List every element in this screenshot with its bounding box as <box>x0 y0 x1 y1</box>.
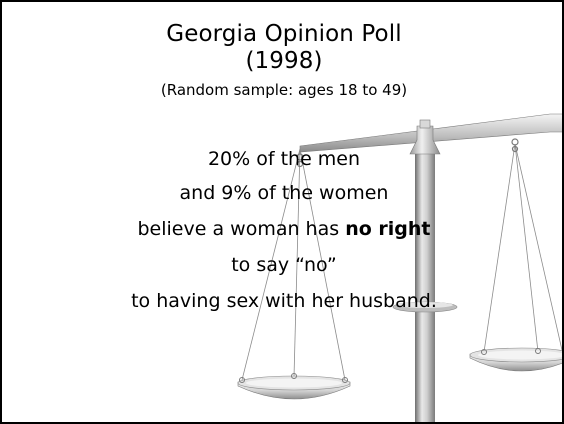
body-line-say-no: to say “no” <box>231 254 337 276</box>
emphasis-no-right: no right <box>345 218 431 240</box>
right-pan <box>469 347 562 372</box>
left-pan-strings <box>241 148 346 381</box>
body-line-belief-text: believe a woman has <box>137 218 346 240</box>
scale-hooks <box>296 138 519 168</box>
body-line-husband: to having sex with her husband. <box>131 290 437 312</box>
left-pan <box>237 373 351 400</box>
right-pan-strings <box>483 143 562 353</box>
body-line-women: and 9% of the women <box>179 182 389 204</box>
slide-title: Georgia Opinion Poll <box>166 21 402 47</box>
slide-title-year: (1998) <box>245 48 323 74</box>
scale-pillar <box>415 152 435 422</box>
slide-subtitle: (Random sample: ages 18 to 49) <box>160 81 408 99</box>
body-line-men: 20% of the men <box>207 148 361 170</box>
body-line-belief: believe a woman has no right <box>2 218 562 240</box>
scale-pivot <box>409 125 441 155</box>
